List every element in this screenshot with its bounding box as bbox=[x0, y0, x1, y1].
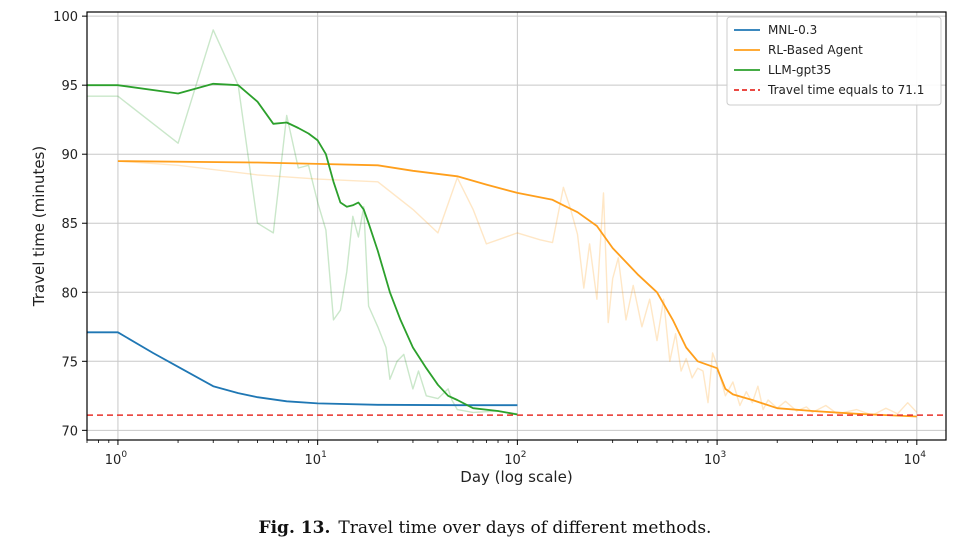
chart: 100 101 102 103 104 70 75 80 85 90 95 100 Day (log … bbox=[30, 10, 947, 486]
legend: MNL-0.3 RL-Based Agent LLM-gpt35 Travel tim… bbox=[726, 16, 942, 106]
x-tick-label: 103 bbox=[704, 450, 726, 468]
x-tick-label: 102 bbox=[504, 450, 526, 468]
x-tick-label: 100 bbox=[105, 450, 128, 468]
figure-caption: Fig. 13. Travel time over days of differe… bbox=[0, 518, 970, 538]
y-tick-label: 100 bbox=[53, 10, 78, 25]
legend-label: Travel time equals to 71.1 bbox=[767, 83, 924, 97]
series-layer bbox=[87, 29, 946, 418]
legend-label: RL-Based Agent bbox=[768, 43, 863, 57]
x-axis-label: Day (log scale) bbox=[460, 468, 572, 486]
y-tick-label: 80 bbox=[61, 286, 78, 301]
y-tick-label: 70 bbox=[61, 424, 78, 439]
caption-text: Travel time over days of different metho… bbox=[338, 518, 712, 538]
y-axis-label: Travel time (minutes) bbox=[30, 146, 48, 307]
y-tick-label: 95 bbox=[61, 79, 78, 94]
legend-box bbox=[726, 16, 942, 106]
plot-frame bbox=[86, 11, 947, 441]
y-tick-label: 85 bbox=[61, 217, 78, 232]
x-tick-label: 104 bbox=[904, 450, 927, 468]
legend-label: LLM-gpt35 bbox=[768, 63, 831, 77]
y-tick-label: 90 bbox=[61, 148, 78, 163]
series-line-1 bbox=[117, 160, 917, 418]
x-tick-label: 101 bbox=[305, 450, 327, 468]
series-raw-line-2 bbox=[87, 29, 518, 415]
series-line-2 bbox=[87, 82, 518, 416]
series-line-0 bbox=[87, 331, 518, 407]
figure-number: Fig. 13. bbox=[258, 518, 331, 538]
series-raw-line-1 bbox=[117, 160, 918, 416]
legend-label: MNL-0.3 bbox=[768, 23, 817, 37]
y-tick-label: 75 bbox=[61, 355, 78, 370]
